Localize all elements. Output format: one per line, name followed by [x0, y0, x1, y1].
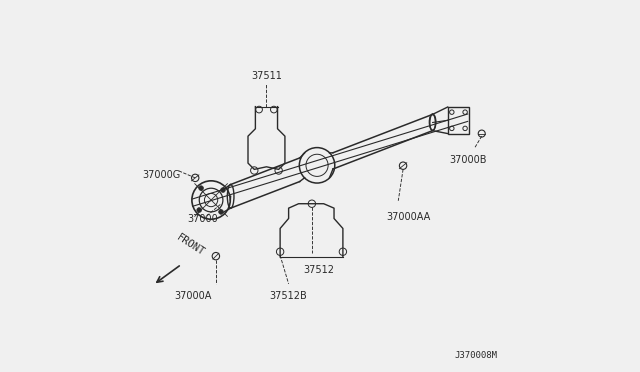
Text: 37000: 37000 [187, 214, 218, 224]
Circle shape [197, 208, 202, 212]
Text: FRONT: FRONT [175, 232, 207, 258]
Text: 37512: 37512 [303, 265, 334, 275]
Text: 37000G: 37000G [142, 170, 180, 180]
Circle shape [198, 186, 204, 190]
Text: 37000A: 37000A [174, 291, 211, 301]
Text: 37511: 37511 [251, 71, 282, 81]
Text: 37512B: 37512B [269, 291, 307, 301]
Circle shape [221, 187, 225, 192]
Text: 37000B: 37000B [449, 155, 487, 165]
Text: J370008M: J370008M [454, 350, 497, 359]
Text: 37000AA: 37000AA [387, 212, 431, 222]
Circle shape [219, 209, 223, 214]
